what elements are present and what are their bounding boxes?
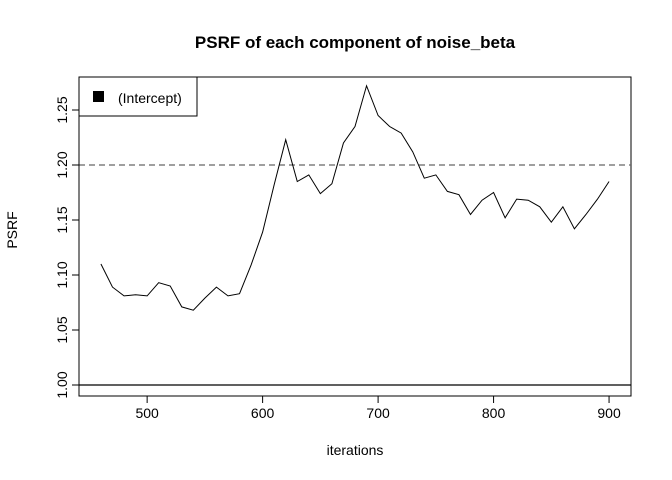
x-tick-label: 700 [366,405,390,421]
y-tick-label: 1.00 [54,371,70,398]
legend: (Intercept) [78,76,198,117]
x-tick-label: 500 [135,405,159,421]
y-axis: 1.00 1.05 1.10 1.15 1.20 1.25 [54,96,80,399]
x-axis: 500 600 700 800 900 [135,395,621,421]
x-tick-label: 900 [597,405,621,421]
y-tick-label: 1.25 [54,96,70,123]
y-tick-label: 1.20 [54,151,70,178]
x-tick-label: 600 [251,405,275,421]
y-axis-label: PSRF [4,211,20,248]
y-tick-label: 1.15 [54,206,70,233]
series-layer [100,84,610,311]
y-tick-label: 1.10 [54,261,70,288]
legend-swatch [93,91,104,102]
chart-title: PSRF of each component of noise_beta [195,33,516,52]
x-tick-label: 800 [482,405,506,421]
y-tick-label: 1.05 [54,316,70,343]
x-axis-label: iterations [327,442,384,458]
reference-lines [79,164,631,386]
legend-label: (Intercept) [118,90,182,106]
series-line-0 [100,84,610,311]
